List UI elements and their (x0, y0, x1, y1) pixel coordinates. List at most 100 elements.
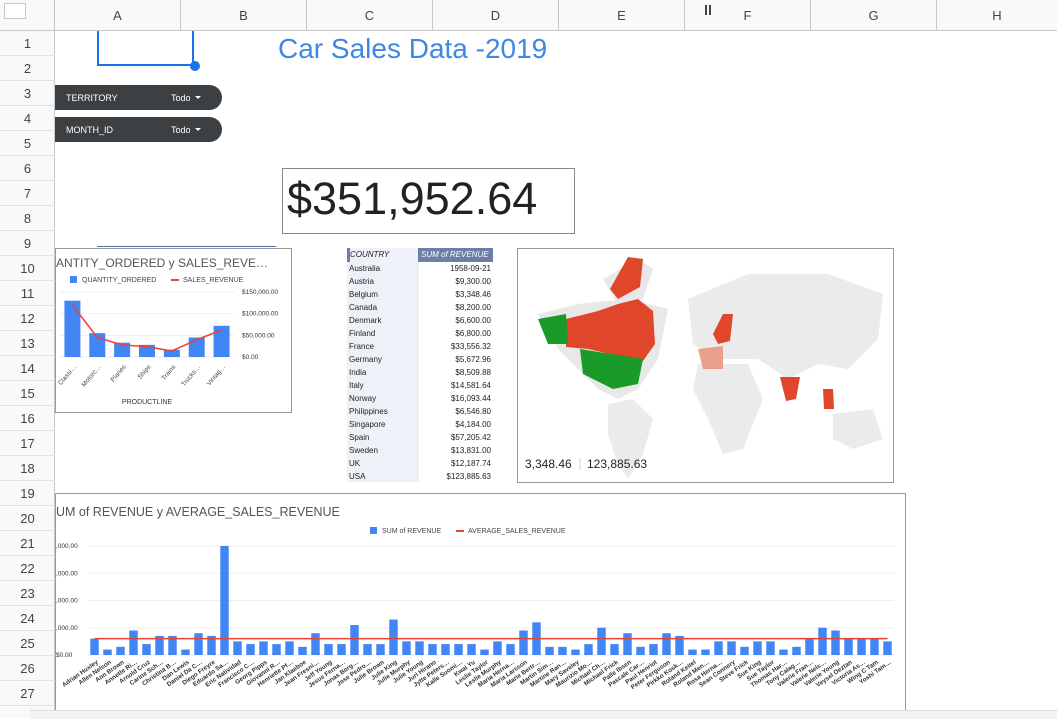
bar[interactable] (493, 641, 502, 655)
table-row[interactable]: Spain $57,205.42 (347, 431, 493, 444)
bar[interactable] (558, 646, 567, 655)
table-row[interactable]: France $33,556.32 (347, 340, 493, 353)
bar[interactable] (168, 635, 177, 655)
bottom-scrollbar[interactable] (30, 710, 1057, 719)
bar[interactable] (636, 646, 645, 655)
column-header-f[interactable]: F (685, 0, 811, 31)
row-header-21[interactable]: 21 (0, 531, 55, 556)
bar[interactable] (163, 349, 180, 357)
bar[interactable] (467, 644, 476, 655)
bar[interactable] (350, 625, 359, 655)
table-row[interactable]: India $8,509.88 (347, 366, 493, 379)
row-header-10[interactable]: 10 (0, 256, 55, 281)
row-header-7[interactable]: 7 (0, 181, 55, 206)
row-header-8[interactable]: 8 (0, 206, 55, 231)
revenue-table[interactable]: COUNTRY SUM of REVENUE Australia 1958-09-… (347, 248, 493, 482)
table-header-country[interactable]: COUNTRY (350, 248, 418, 262)
bar[interactable] (597, 627, 606, 655)
table-row[interactable]: Belgium $3,348.46 (347, 288, 493, 301)
table-row[interactable]: Denmark $6,600.00 (347, 314, 493, 327)
row-header-18[interactable]: 18 (0, 456, 55, 481)
bar[interactable] (480, 649, 489, 655)
table-row[interactable]: Finland $6,800.00 (347, 327, 493, 340)
row-header-2[interactable]: 2 (0, 56, 55, 81)
bar[interactable] (844, 638, 853, 655)
bar[interactable] (233, 641, 242, 655)
table-row[interactable]: Australia 1958-09-21 (347, 262, 493, 275)
row-header-27[interactable]: 27 (0, 681, 55, 706)
bar[interactable] (792, 646, 801, 655)
bar[interactable] (155, 635, 164, 655)
bar[interactable] (857, 638, 866, 655)
table-row[interactable]: UK $12,187.74 (347, 457, 493, 470)
bar[interactable] (701, 649, 710, 655)
scorecard[interactable]: $351,952.64 (282, 168, 575, 234)
bar[interactable] (519, 630, 528, 655)
bar[interactable] (805, 638, 814, 655)
bar[interactable] (285, 641, 294, 655)
bar[interactable] (649, 644, 658, 655)
row-header-26[interactable]: 26 (0, 656, 55, 681)
row-header-3[interactable]: 3 (0, 81, 55, 106)
series-line[interactable] (71, 304, 222, 352)
bar[interactable] (623, 633, 632, 655)
table-row[interactable]: USA $123,885.63 (347, 470, 493, 483)
bar[interactable] (194, 633, 203, 655)
row-header-19[interactable]: 19 (0, 481, 55, 506)
column-header-h[interactable]: H (992, 8, 1002, 23)
bar[interactable] (415, 641, 424, 655)
bar[interactable] (870, 638, 879, 655)
selected-shape[interactable] (97, 31, 194, 66)
productline-chart[interactable]: ANTITY_ORDERED y SALES_REVE… QUANTITY_ORD… (55, 248, 292, 413)
bar[interactable] (116, 646, 125, 655)
resize-handle[interactable] (190, 61, 200, 71)
bar[interactable] (103, 649, 112, 655)
table-row[interactable]: Canada $8,200.00 (347, 301, 493, 314)
bar[interactable] (207, 635, 216, 655)
bar[interactable] (675, 635, 684, 655)
bar[interactable] (213, 325, 230, 357)
column-header-b[interactable]: B (181, 0, 307, 31)
row-header-20[interactable]: 20 (0, 506, 55, 531)
row-header-1[interactable]: 1 (0, 31, 55, 56)
row-header-11[interactable]: 11 (0, 281, 55, 306)
bar[interactable] (181, 649, 190, 655)
bar[interactable] (831, 630, 840, 655)
column-header-a[interactable]: A (55, 0, 181, 31)
bar[interactable] (298, 646, 307, 655)
bar[interactable] (90, 638, 99, 655)
bar[interactable] (259, 641, 268, 655)
bar[interactable] (441, 644, 450, 655)
table-row[interactable]: Sweden $13,831.00 (347, 444, 493, 457)
bar[interactable] (129, 630, 138, 655)
bar[interactable] (389, 619, 398, 655)
bar[interactable] (64, 300, 81, 357)
column-header-e[interactable]: E (559, 0, 685, 31)
bar[interactable] (246, 644, 255, 655)
table-row[interactable]: Norway $16,093.44 (347, 392, 493, 405)
bar[interactable] (753, 641, 762, 655)
row-header-15[interactable]: 15 (0, 381, 55, 406)
row-header-22[interactable]: 22 (0, 556, 55, 581)
bar[interactable] (272, 644, 281, 655)
table-row[interactable]: Italy $14,581.64 (347, 379, 493, 392)
bar[interactable] (662, 633, 671, 655)
bar[interactable] (779, 649, 788, 655)
bar[interactable] (688, 649, 697, 655)
bar[interactable] (402, 641, 411, 655)
table-header-revenue[interactable]: SUM of REVENUE (421, 250, 489, 259)
row-header-24[interactable]: 24 (0, 606, 55, 631)
bar[interactable] (337, 644, 346, 655)
table-row[interactable]: Austria $9,300.00 (347, 275, 493, 288)
bar[interactable] (714, 641, 723, 655)
row-header-14[interactable]: 14 (0, 356, 55, 381)
row-header-16[interactable]: 16 (0, 406, 55, 431)
filter-territory[interactable]: TERRITORY Todo (55, 85, 222, 110)
bar[interactable] (545, 646, 554, 655)
bar[interactable] (610, 644, 619, 655)
bar[interactable] (506, 644, 515, 655)
bar[interactable] (740, 646, 749, 655)
row-header-6[interactable]: 6 (0, 156, 55, 181)
row-header-5[interactable]: 5 (0, 131, 55, 156)
row-header-12[interactable]: 12 (0, 306, 55, 331)
